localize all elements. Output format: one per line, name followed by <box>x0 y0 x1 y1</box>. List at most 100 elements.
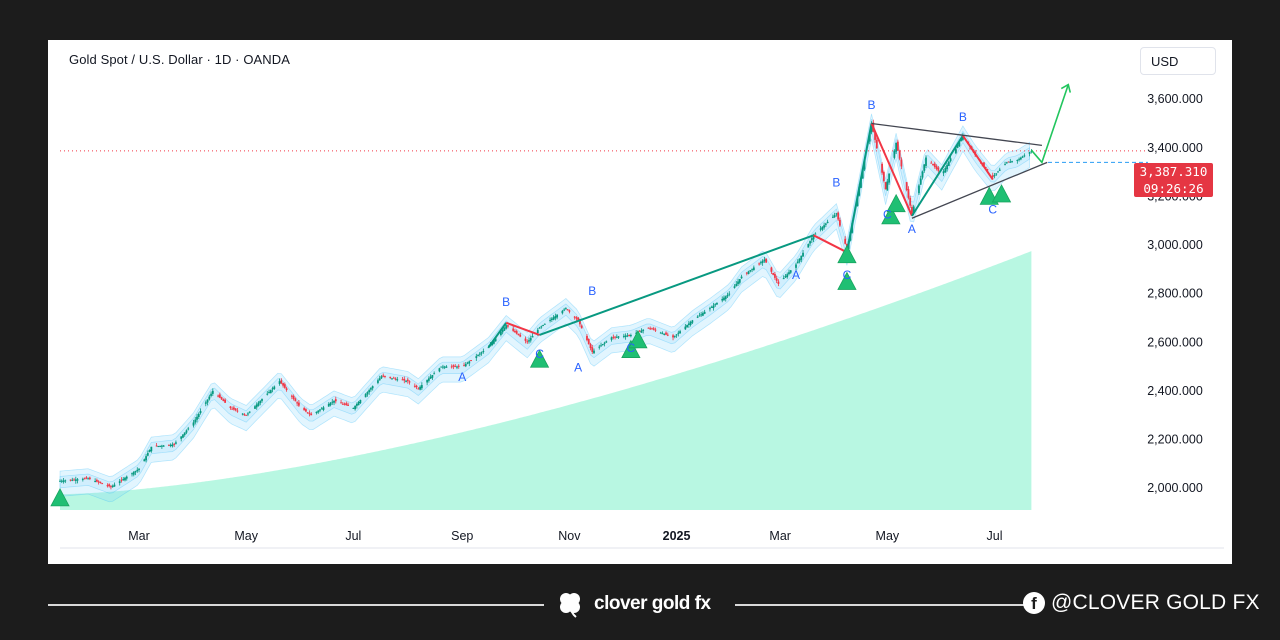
candle-down <box>280 380 283 384</box>
candle-up <box>663 333 666 335</box>
candle-down <box>568 310 571 312</box>
wave-label: C <box>843 268 852 282</box>
candle-up <box>160 445 163 447</box>
candle-up <box>136 469 139 472</box>
candle-down <box>233 407 235 410</box>
candle-down <box>88 477 91 480</box>
candle-up <box>738 279 741 283</box>
candle-up <box>319 409 321 411</box>
candle-down <box>524 338 527 341</box>
candle-down <box>73 479 75 481</box>
candle-up <box>895 142 898 152</box>
candle-down <box>229 406 232 408</box>
candle-down <box>155 445 158 447</box>
y-tick-label: 3,000.000 <box>1147 238 1203 252</box>
candle-up <box>1021 156 1024 158</box>
candle-up <box>94 481 97 483</box>
candle-up <box>131 473 133 475</box>
candle-up <box>552 317 555 320</box>
candle-down <box>884 182 887 190</box>
wave-label: C <box>988 202 997 216</box>
candle-up <box>784 276 787 278</box>
candle-up <box>752 267 755 271</box>
candle-down <box>512 328 515 331</box>
wave-segment <box>962 135 994 180</box>
candle-down <box>881 163 883 173</box>
candle-up <box>113 484 116 487</box>
candle-down <box>452 365 455 367</box>
candle-up <box>259 400 262 404</box>
footer: clover gold fx f @CLOVER GOLD FX <box>0 580 1280 630</box>
candle-up <box>464 363 467 367</box>
candle-up <box>542 325 544 327</box>
candle-up <box>629 334 632 337</box>
y-tick-label: 2,600.000 <box>1147 335 1203 349</box>
candle-up <box>357 401 360 406</box>
candle-up <box>269 390 272 394</box>
wave-label: B <box>502 295 510 309</box>
candle-down <box>218 394 221 398</box>
candle-up <box>538 327 541 329</box>
candle-up <box>81 478 84 480</box>
price-chart[interactable]: B A C B A C A B C B C A B C 2,000.000 2,200.000 2,400.00… <box>48 40 1232 564</box>
candle-up <box>271 388 274 390</box>
candle-up <box>610 337 613 340</box>
social-link[interactable]: f @CLOVER GOLD FX <box>1023 588 1260 618</box>
candle-down <box>413 385 416 387</box>
candle-up <box>691 320 694 323</box>
candle-up <box>723 297 725 301</box>
candle-down <box>120 479 123 481</box>
candle-up <box>624 335 627 338</box>
currency-selector[interactable]: USD <box>1140 47 1216 75</box>
chart-panel: B A C B A C A B C B C A B C 2,000.000 2,200.000 2,400.00… <box>48 40 1232 564</box>
candle-up <box>759 262 762 264</box>
candle-up <box>603 342 606 344</box>
candle-up <box>961 135 964 140</box>
candle-up <box>487 347 490 349</box>
candle-down <box>384 375 386 377</box>
candle-down <box>224 399 227 403</box>
footer-divider-left <box>48 604 544 606</box>
candle-up <box>364 394 367 398</box>
candle-up <box>429 376 432 379</box>
candle-up <box>1023 155 1026 157</box>
candle-up <box>1018 158 1020 160</box>
wave-label: B <box>868 98 876 112</box>
candle-up <box>886 181 889 191</box>
candle-up <box>675 334 678 336</box>
candle-down <box>983 162 985 167</box>
wave-label: B <box>832 176 840 190</box>
candle-down <box>294 398 297 402</box>
candle-up <box>59 480 61 482</box>
candle-up <box>199 410 202 414</box>
candle-up <box>111 485 114 488</box>
candle-down <box>108 484 111 487</box>
candle-down <box>837 212 840 220</box>
candle-up <box>1004 164 1006 166</box>
wave-label: A <box>908 222 916 236</box>
candle-up <box>317 410 320 413</box>
candle-down <box>507 325 509 327</box>
candle-up <box>696 316 699 318</box>
x-tick-label: Mar <box>128 529 150 543</box>
candle-down <box>575 317 578 319</box>
candle-down <box>95 479 98 482</box>
candle-down <box>514 330 516 333</box>
candle-up <box>712 305 715 309</box>
candle-up <box>440 366 443 368</box>
candle-up <box>248 411 251 413</box>
wave-label: A <box>574 360 582 374</box>
candle-down <box>401 379 404 381</box>
candle-down <box>770 267 773 272</box>
candle-down <box>654 329 657 331</box>
candle-down <box>303 408 306 411</box>
candle-up <box>919 178 922 185</box>
wave-segment <box>911 135 964 217</box>
candle-down <box>310 413 313 416</box>
candle-up <box>728 293 731 295</box>
candle-up <box>536 329 539 334</box>
candle-up <box>798 258 801 262</box>
candle-up <box>169 444 172 447</box>
candle-up <box>659 332 662 334</box>
candle-up <box>763 259 766 262</box>
